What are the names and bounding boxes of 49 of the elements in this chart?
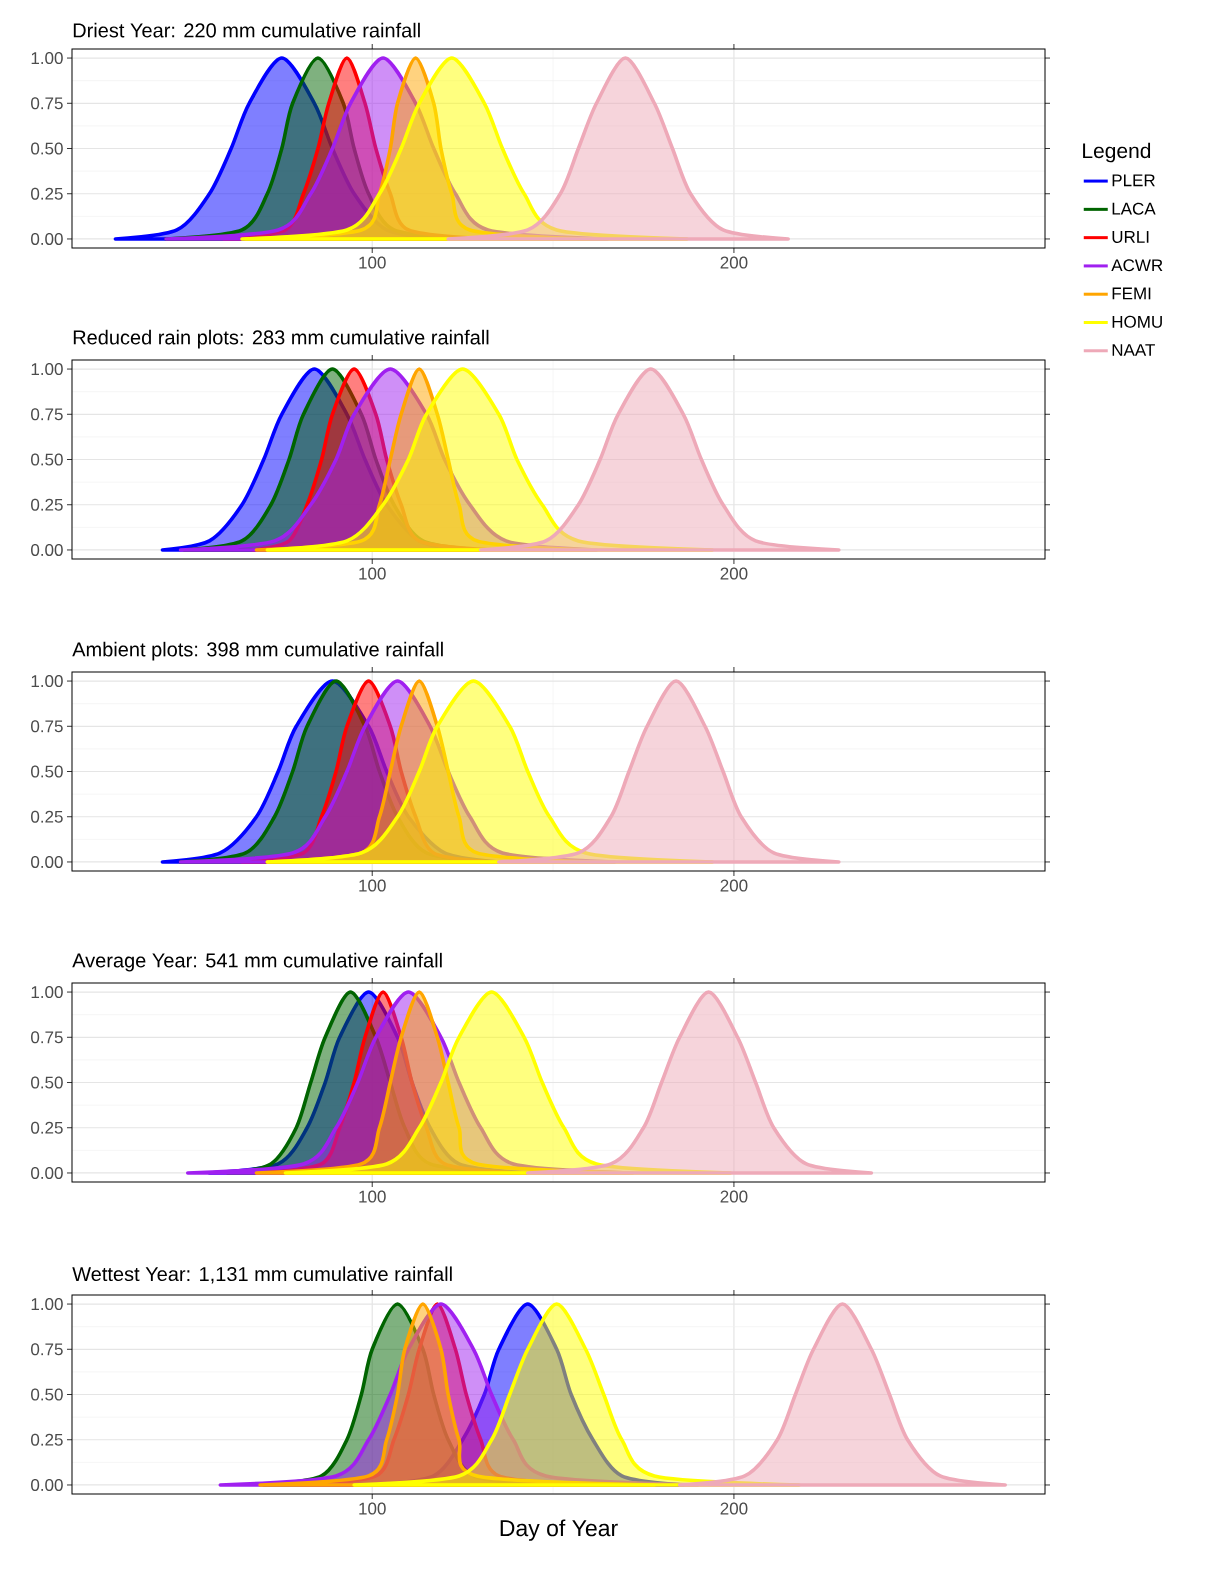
y-tick-label: 0.50 (31, 142, 63, 155)
x-tick-label: 200 (720, 1190, 748, 1203)
x-tick-label: 200 (720, 879, 748, 892)
y-tick-label: 0.25 (31, 1121, 63, 1134)
y-tick-label: 0.50 (31, 765, 63, 778)
x-axis-title: Day of Year (500, 1519, 618, 1541)
y-tick-label: 0.25 (31, 498, 63, 511)
chart-title: Ambient plots: 398 mm cumulative rainfall (72, 641, 443, 661)
y-tick-label: 0.50 (31, 1076, 63, 1089)
x-tick-label: 200 (720, 567, 748, 580)
x-tick-label: 200 (720, 1502, 748, 1515)
y-tick-label: 1.00 (31, 1298, 63, 1311)
y-tick-label: 0.00 (31, 1478, 63, 1491)
y-tick-label: 1.00 (31, 52, 63, 65)
y-tick-label: 0.00 (31, 1166, 63, 1179)
x-tick-label: 100 (359, 879, 386, 892)
chart-title: Average Year: 541 mm cumulative rainfall (72, 952, 442, 972)
y-tick-label: 0.75 (31, 1343, 63, 1356)
y-tick-label: 0.75 (31, 97, 63, 110)
y-tick-label: 0.00 (31, 232, 63, 245)
y-tick-label: 0.75 (31, 1031, 63, 1044)
y-tick-label: 0.00 (31, 855, 63, 868)
legend-label: LACA (1112, 202, 1156, 215)
chart-title: Reduced rain plots: 283 mm cumulative rainfall (73, 329, 489, 349)
x-tick-label: 100 (359, 1502, 386, 1515)
y-tick-label: 0.75 (31, 408, 63, 421)
y-tick-label: 0.25 (31, 187, 63, 200)
legend-label: FEMI (1112, 287, 1151, 300)
y-tick-label: 0.25 (31, 1433, 63, 1446)
y-tick-label: 0.75 (31, 720, 63, 733)
y-tick-label: 0.00 (31, 543, 63, 556)
y-tick-label: 0.25 (31, 810, 63, 823)
legend-label: ACWR (1111, 259, 1163, 272)
x-tick-label: 100 (359, 1190, 386, 1203)
chart-title: Driest Year: 220 mm cumulative rainfall (73, 22, 420, 38)
legend-label: URLI (1112, 231, 1149, 243)
legend-title: Legend (1083, 142, 1151, 163)
y-tick-label: 0.50 (31, 1388, 63, 1401)
y-tick-label: 1.00 (31, 675, 63, 688)
legend-label: PLER (1112, 174, 1155, 187)
y-tick-label: 1.00 (31, 363, 63, 376)
x-tick-label: 100 (359, 567, 386, 580)
y-tick-label: 0.50 (31, 453, 63, 466)
x-tick-label: 100 (359, 256, 386, 269)
legend-label: NAAT (1112, 344, 1155, 356)
chart-title: Wettest Year: 1,131 mm cumulative rainfall (72, 1266, 452, 1284)
y-tick-label: 1.00 (31, 986, 63, 999)
x-tick-label: 200 (720, 256, 748, 269)
legend-label: HOMU (1112, 315, 1162, 328)
